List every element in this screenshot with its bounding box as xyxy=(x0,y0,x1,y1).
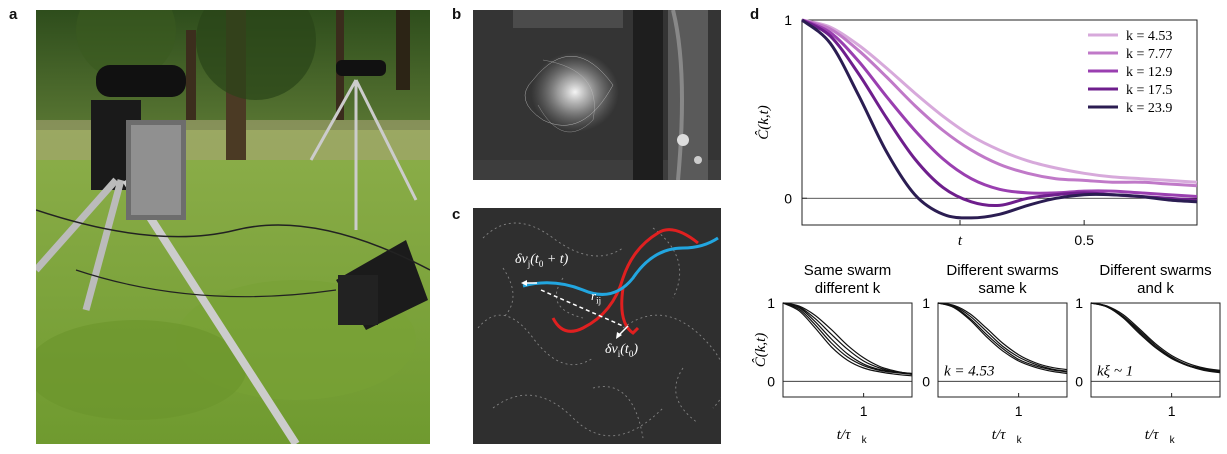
legend-label-0: k = 4.53 xyxy=(1126,29,1172,44)
vi-subscript: i xyxy=(617,348,621,359)
vi-arg-subscript: 0 xyxy=(628,348,634,359)
y-axis-label: Ĉ(k,t) xyxy=(755,105,772,140)
small-series-line-1 xyxy=(937,302,1068,372)
x-axis-label: t xyxy=(958,233,963,249)
vj-arg-end: + t) xyxy=(543,252,569,267)
small-series-line-1 xyxy=(1090,302,1221,372)
small-title-line2: different k xyxy=(815,280,881,297)
rij-symbol: r xyxy=(591,288,597,303)
legend-label-1: k = 7.77 xyxy=(1126,47,1172,62)
small-annotation: kξ ~ 1 xyxy=(1097,363,1133,379)
series-line-1 xyxy=(801,18,1198,188)
panel-label-b: b xyxy=(452,6,462,23)
small-y-tick-1: 1 xyxy=(922,295,930,311)
small-y-axis-label: Ĉ(k,t) xyxy=(752,333,769,368)
small-x-axis-subscript: k xyxy=(862,435,868,446)
small-series-line-0 xyxy=(782,302,913,375)
small-plot-frame xyxy=(1090,302,1221,398)
small-x-axis-subscript: k xyxy=(1170,435,1176,446)
small-series-line-4 xyxy=(782,302,913,377)
correlation-main-chart: 1 0 0.5 t Ĉ(k,t) k = 4.53 k = 7.77 k = 12.9 k = … xyxy=(755,12,1198,249)
small-y-tick-0: 0 xyxy=(767,373,775,389)
small-x-tick-label: 1 xyxy=(860,403,868,419)
series-line-4 xyxy=(801,18,1198,220)
small-title-line1: Different swarms xyxy=(946,262,1058,279)
small-y-tick-1: 1 xyxy=(1075,295,1083,311)
small-annotation: k = 4.53 xyxy=(944,363,995,379)
vj-subscript: j xyxy=(527,258,531,269)
small-x-axis-label: t/τ xyxy=(837,427,851,443)
field-setup-photo xyxy=(36,10,430,444)
vi-arg: (t xyxy=(620,342,629,357)
panel-label-d: d xyxy=(750,6,760,23)
small-series-line-3 xyxy=(937,302,1068,375)
panel-label-a: a xyxy=(9,6,18,23)
legend-label-3: k = 17.5 xyxy=(1126,83,1172,98)
small-y-tick-1: 1 xyxy=(767,295,775,311)
small-title-line2: and k xyxy=(1137,280,1174,297)
small-series-line-0 xyxy=(937,302,1068,371)
small-series-line-2 xyxy=(937,302,1068,373)
vj-symbol: δv xyxy=(515,252,528,267)
small-series-line-3 xyxy=(1090,302,1221,374)
small-x-axis-subscript: k xyxy=(1017,435,1023,446)
y-tick-label-0: 0 xyxy=(784,190,792,206)
vj-arg-subscript: 0 xyxy=(538,258,544,269)
small-series-line-2 xyxy=(1090,302,1221,373)
swarm-photo xyxy=(473,10,721,180)
rij-subscript: ij xyxy=(596,295,602,306)
label-rij: rij xyxy=(591,288,601,306)
small-x-tick-label: 1 xyxy=(1015,403,1023,419)
vj-arg: (t xyxy=(530,252,539,267)
y-tick-label-1: 1 xyxy=(784,12,792,28)
vi-symbol: δv xyxy=(605,342,618,357)
trajectories-image: δvj(t0 + t) rij δvi(t0) xyxy=(473,208,721,444)
panel-label-c: c xyxy=(452,206,461,223)
small-y-tick-0: 0 xyxy=(922,373,930,389)
small-series-line-3 xyxy=(782,302,913,375)
x-tick-label-05: 0.5 xyxy=(1074,232,1094,248)
small-plot-frame xyxy=(782,302,913,398)
series-line-0 xyxy=(801,18,1198,184)
small-x-axis-label: t/τ xyxy=(1145,427,1159,443)
small-x-axis-label: t/τ xyxy=(992,427,1006,443)
small-title-line1: Different swarms xyxy=(1099,262,1211,279)
vi-arg-end: ) xyxy=(633,342,638,357)
plot-frame xyxy=(801,19,1198,226)
series-line-2 xyxy=(801,18,1198,198)
small-x-tick-label: 1 xyxy=(1168,403,1176,419)
small-plot-frame xyxy=(937,302,1068,398)
label-delta-vi: δvi(t0) xyxy=(605,342,638,359)
legend-label-2: k = 12.9 xyxy=(1126,65,1172,80)
label-delta-vj: δvj(t0 + t) xyxy=(515,252,568,269)
small-title-line2: same k xyxy=(978,280,1027,297)
small-y-tick-0: 0 xyxy=(1075,373,1083,389)
small-series-line-2 xyxy=(782,302,913,375)
small-title-line1: Same swarm xyxy=(804,262,892,279)
legend-label-4: k = 23.9 xyxy=(1126,101,1172,116)
small-series-line-0 xyxy=(1090,302,1221,371)
